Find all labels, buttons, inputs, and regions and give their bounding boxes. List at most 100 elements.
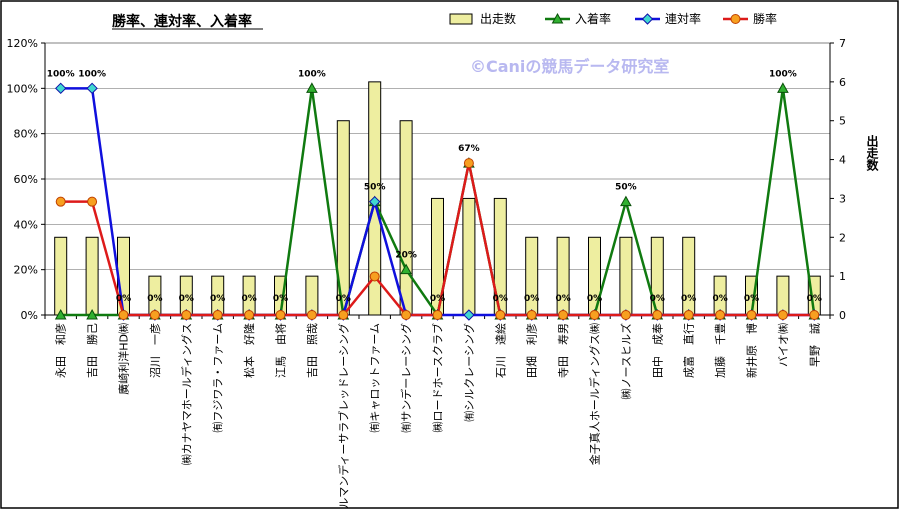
left-tick-label: 60% bbox=[14, 173, 38, 186]
marker-勝率 bbox=[149, 310, 160, 320]
marker-勝率 bbox=[463, 158, 474, 169]
marker-勝率 bbox=[495, 310, 506, 320]
marker-勝率 bbox=[118, 310, 129, 320]
left-tick-label: 100% bbox=[7, 82, 38, 95]
marker-勝率 bbox=[275, 310, 286, 320]
category-label: 寺田 寿男 bbox=[556, 323, 570, 378]
legend-marker-入着率 bbox=[551, 12, 564, 24]
marker-勝率 bbox=[306, 310, 317, 320]
left-tick-label: 40% bbox=[14, 218, 38, 231]
marker-入着率 bbox=[306, 82, 318, 93]
marker-勝率 bbox=[809, 310, 820, 320]
category-label: 成富 直行 bbox=[682, 323, 696, 378]
category-label: ㈲サンデーレーシング bbox=[399, 323, 413, 433]
marker-勝率 bbox=[589, 310, 600, 320]
marker-連対率 bbox=[463, 309, 475, 321]
legend-swatch-出走数 bbox=[449, 13, 473, 25]
category-label: バイオ㈱ bbox=[777, 323, 790, 367]
bar bbox=[399, 120, 413, 316]
data-label: 0% bbox=[712, 294, 727, 304]
legend-label: 入着率 bbox=[575, 11, 611, 26]
bar bbox=[619, 236, 633, 316]
category-label: 石川 達絵 bbox=[493, 323, 507, 378]
right-tick-label: 7 bbox=[839, 37, 846, 50]
data-label: 50% bbox=[364, 183, 386, 193]
data-label: 67% bbox=[458, 144, 480, 154]
data-label: 100% bbox=[769, 69, 797, 79]
marker-勝率 bbox=[87, 196, 98, 207]
data-label: 0% bbox=[587, 294, 602, 304]
marker-勝率 bbox=[683, 310, 694, 320]
marker-入着率 bbox=[620, 195, 632, 207]
left-tick-label: 20% bbox=[14, 264, 38, 277]
marker-入着率 bbox=[54, 308, 67, 320]
data-label: 0% bbox=[336, 294, 351, 304]
data-label: 0% bbox=[681, 294, 696, 304]
bar bbox=[54, 236, 68, 316]
left-tick-label: 80% bbox=[14, 128, 38, 141]
category-label: ㈱ノースヒルズ bbox=[619, 323, 633, 399]
right-tick-label: 0 bbox=[839, 309, 846, 322]
marker-勝率 bbox=[212, 310, 223, 320]
bar bbox=[85, 236, 99, 316]
watermark: ©Caniの競馬データ研究室 bbox=[470, 57, 669, 76]
category-label: ㈱ロードホースクラブ bbox=[431, 323, 445, 432]
marker-勝率 bbox=[558, 310, 569, 320]
marker-連対率 bbox=[54, 82, 67, 95]
category-label: 田中 成奉 bbox=[650, 323, 664, 378]
category-label: 江馬 由将 bbox=[274, 323, 288, 378]
data-label: 100% bbox=[47, 69, 75, 79]
marker-入着率 bbox=[86, 308, 98, 320]
data-label: 0% bbox=[744, 294, 759, 304]
marker-勝率 bbox=[715, 310, 726, 320]
data-label: 0% bbox=[807, 294, 822, 304]
marker-勝率 bbox=[369, 271, 380, 282]
right-tick-label: 6 bbox=[839, 76, 846, 89]
marker-勝率 bbox=[55, 196, 66, 207]
right-tick-label: 4 bbox=[839, 154, 846, 167]
category-label: ㈱カナヤマホールディングス bbox=[179, 323, 193, 465]
category-label: 松本 好隆 bbox=[242, 323, 256, 378]
legend-marker-連対率 bbox=[641, 13, 654, 25]
data-label: 0% bbox=[650, 294, 665, 304]
marker-勝率 bbox=[652, 310, 663, 320]
category-label: ㈲キャロットファーム bbox=[369, 323, 382, 433]
legend-label: 出走数 bbox=[480, 11, 516, 26]
data-label: 100% bbox=[298, 69, 326, 79]
right-tick-label: 3 bbox=[839, 192, 846, 205]
right-tick-label: 2 bbox=[839, 231, 846, 244]
legend-label: 連対率 bbox=[665, 11, 701, 26]
category-label: 沼川 一彦 bbox=[148, 323, 162, 378]
category-label: 田畑 利彦 bbox=[525, 323, 539, 378]
marker-連対率 bbox=[368, 195, 381, 208]
marker-勝率 bbox=[526, 310, 537, 320]
data-label: 0% bbox=[241, 294, 256, 304]
right-tick-label: 1 bbox=[839, 270, 846, 283]
category-label: 廣崎利洋HD㈱ bbox=[117, 323, 131, 395]
data-label: 0% bbox=[273, 294, 288, 304]
marker-連対率 bbox=[86, 82, 98, 95]
data-label: 20% bbox=[395, 251, 417, 261]
data-label: 0% bbox=[147, 294, 162, 304]
data-label: 0% bbox=[179, 294, 194, 304]
data-label: 0% bbox=[430, 294, 445, 304]
left-tick-label: 120% bbox=[7, 37, 38, 50]
data-label: 0% bbox=[493, 294, 508, 304]
bar bbox=[462, 197, 476, 316]
chart-title: 勝率、連対率、入着率 bbox=[112, 13, 252, 30]
category-label: 永田 和彦 bbox=[54, 323, 68, 378]
category-label: 新井原 博 bbox=[745, 323, 759, 378]
category-label: ㈲シルクレーシング bbox=[462, 323, 476, 422]
legend-label: 勝率 bbox=[753, 11, 777, 26]
marker-勝率 bbox=[181, 310, 192, 320]
category-label: 加藤 千豊 bbox=[714, 323, 727, 378]
marker-勝率 bbox=[620, 310, 631, 320]
left-tick-label: 0% bbox=[21, 309, 38, 322]
bar bbox=[305, 275, 319, 316]
marker-勝率 bbox=[746, 310, 757, 320]
category-label: ㈱ノルマンディーサラブレッドレーシング bbox=[336, 323, 350, 510]
marker-入着率 bbox=[777, 82, 789, 93]
marker-勝率 bbox=[244, 310, 255, 320]
data-label: 0% bbox=[555, 294, 570, 304]
